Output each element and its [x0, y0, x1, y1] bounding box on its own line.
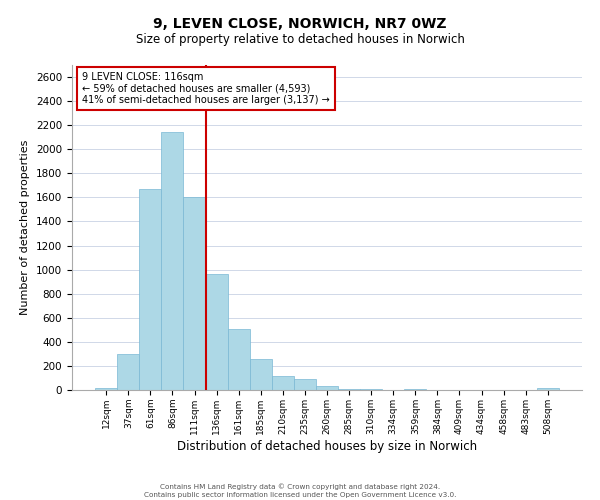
X-axis label: Distribution of detached houses by size in Norwich: Distribution of detached houses by size …	[177, 440, 477, 452]
Bar	[537, 388, 559, 390]
Bar	[117, 354, 139, 390]
Bar	[272, 376, 294, 390]
Bar	[139, 189, 161, 390]
Text: Size of property relative to detached houses in Norwich: Size of property relative to detached ho…	[136, 32, 464, 46]
Bar	[161, 132, 184, 390]
Bar	[227, 329, 250, 390]
Text: Contains HM Land Registry data © Crown copyright and database right 2024.
Contai: Contains HM Land Registry data © Crown c…	[144, 484, 456, 498]
Bar	[184, 198, 206, 390]
Y-axis label: Number of detached properties: Number of detached properties	[20, 140, 31, 315]
Text: 9, LEVEN CLOSE, NORWICH, NR7 0WZ: 9, LEVEN CLOSE, NORWICH, NR7 0WZ	[153, 18, 447, 32]
Bar	[250, 360, 272, 390]
Bar	[206, 274, 227, 390]
Bar	[294, 378, 316, 390]
Bar	[95, 388, 117, 390]
Text: 9 LEVEN CLOSE: 116sqm
← 59% of detached houses are smaller (4,593)
41% of semi-d: 9 LEVEN CLOSE: 116sqm ← 59% of detached …	[82, 72, 330, 104]
Bar	[316, 386, 338, 390]
